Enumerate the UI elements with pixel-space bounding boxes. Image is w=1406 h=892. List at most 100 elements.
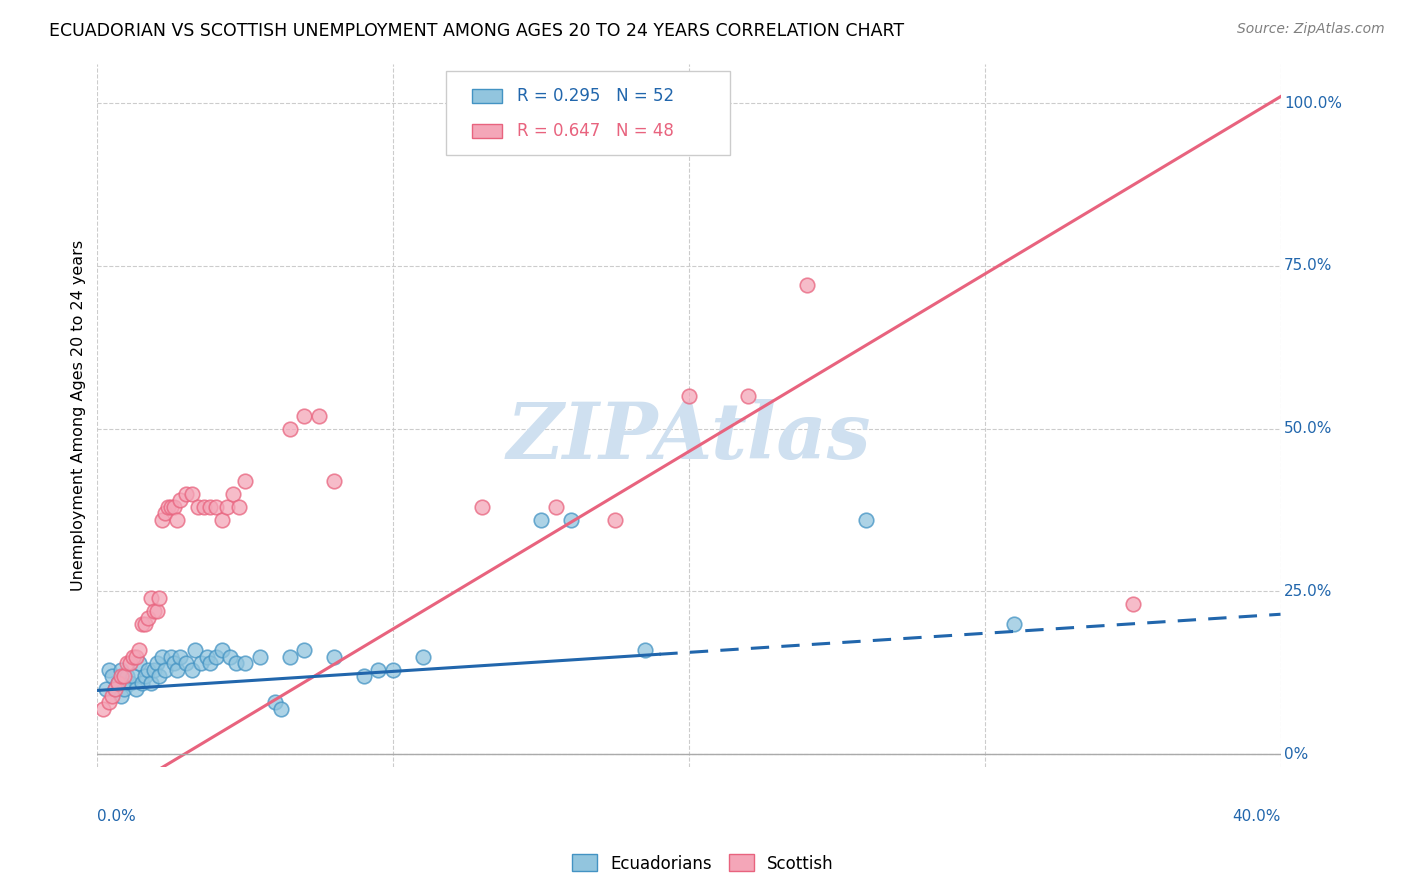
Text: 75.0%: 75.0% [1284,259,1333,274]
Point [225,656,247,670]
Point [633,643,655,657]
Point [134,617,156,632]
Point [121,669,143,683]
Point [98,663,121,677]
Point [181,487,204,501]
Point [115,656,138,670]
Point [198,656,221,670]
Point [530,513,553,527]
Point [112,682,135,697]
Text: 0.0%: 0.0% [97,809,136,824]
Point [323,474,346,488]
Y-axis label: Unemployment Among Ages 20 to 24 years: Unemployment Among Ages 20 to 24 years [72,240,86,591]
Point [131,675,153,690]
Point [110,663,132,677]
Point [323,649,346,664]
Point [128,643,150,657]
Point [211,513,233,527]
Point [136,610,159,624]
Point [233,474,256,488]
Point [211,643,233,657]
Point [174,487,197,501]
Text: 40.0%: 40.0% [1232,809,1281,824]
FancyBboxPatch shape [472,88,502,103]
Point [163,500,186,514]
Point [367,663,389,677]
Point [110,689,132,703]
Point [157,500,180,514]
Point [270,701,292,715]
Point [1002,617,1025,632]
FancyBboxPatch shape [472,124,502,138]
Point [678,389,700,403]
Point [796,278,818,293]
Point [145,656,167,670]
Legend: Ecuadorians, Scottish: Ecuadorians, Scottish [565,847,841,880]
Point [382,663,405,677]
Point [155,506,177,520]
Point [166,513,188,527]
Point [118,675,141,690]
Point [125,649,148,664]
Point [204,500,226,514]
Point [308,409,330,423]
FancyBboxPatch shape [446,71,730,155]
Point [112,669,135,683]
Point [412,649,434,664]
Point [181,663,204,677]
Point [139,675,162,690]
Point [353,669,375,683]
Point [139,591,162,605]
Point [110,669,132,683]
Point [142,663,165,677]
Point [98,695,121,709]
Point [91,701,114,715]
Point [152,513,174,527]
Text: 100.0%: 100.0% [1284,95,1343,111]
Point [222,487,245,501]
Point [166,663,188,677]
Point [125,682,148,697]
Text: R = 0.647   N = 48: R = 0.647 N = 48 [517,122,675,140]
Text: R = 0.295   N = 52: R = 0.295 N = 52 [517,87,675,104]
Point [163,656,186,670]
Text: Source: ZipAtlas.com: Source: ZipAtlas.com [1237,22,1385,37]
Point [115,669,138,683]
Point [1122,598,1144,612]
Text: 0%: 0% [1284,747,1309,762]
Point [160,500,183,514]
Point [107,675,129,690]
Point [136,663,159,677]
Point [233,656,256,670]
Point [160,649,183,664]
Point [131,617,153,632]
Point [121,649,143,664]
Point [148,591,170,605]
Point [603,513,626,527]
Point [219,649,242,664]
Point [294,409,316,423]
Text: 25.0%: 25.0% [1284,584,1333,599]
Point [294,643,316,657]
Point [101,669,124,683]
Point [855,513,877,527]
Point [152,649,174,664]
Point [104,682,127,697]
Point [278,422,301,436]
Point [544,500,567,514]
Point [195,649,218,664]
Point [148,669,170,683]
Point [128,656,150,670]
Point [278,649,301,664]
Point [190,656,212,670]
Point [193,500,215,514]
Point [145,604,167,618]
Point [142,604,165,618]
Point [169,649,191,664]
Point [174,656,197,670]
Point [228,500,250,514]
Text: ECUADORIAN VS SCOTTISH UNEMPLOYMENT AMONG AGES 20 TO 24 YEARS CORRELATION CHART: ECUADORIAN VS SCOTTISH UNEMPLOYMENT AMON… [49,22,904,40]
Point [101,689,124,703]
Point [187,500,209,514]
Point [134,669,156,683]
